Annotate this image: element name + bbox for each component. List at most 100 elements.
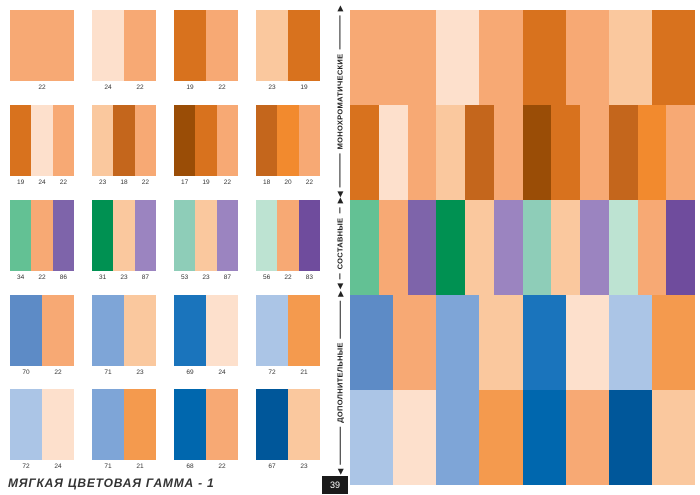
- color-panel: [350, 10, 695, 485]
- swatch-band: [124, 295, 156, 366]
- color-swatch: 71 23: [92, 295, 156, 376]
- color-swatch: 34 22 86: [10, 200, 74, 281]
- swatch-codes: 53 23 87: [174, 274, 238, 282]
- swatch-code: 86: [59, 274, 67, 281]
- panel-band: [637, 200, 667, 295]
- color-swatch: 19 22: [174, 10, 238, 91]
- swatch-code: 53: [181, 274, 189, 281]
- swatch-code: 34: [17, 274, 25, 281]
- swatch-code: 23: [120, 274, 128, 281]
- color-swatch: 69 24: [174, 295, 238, 376]
- section-label: СОСТАВНЫЕ: [335, 217, 345, 269]
- panel-band: [407, 105, 437, 200]
- swatch-band: [256, 10, 288, 81]
- swatch-band: [277, 200, 299, 271]
- color-swatch: 19 24 22: [10, 105, 74, 186]
- panel-band: [551, 200, 580, 295]
- swatch-code: 87: [223, 274, 231, 281]
- swatch-code: 23: [202, 274, 210, 281]
- swatch-band: [92, 105, 114, 176]
- panel-band: [651, 10, 695, 105]
- panel-band: [479, 390, 523, 485]
- swatch-codes: 23 19: [256, 84, 320, 92]
- swatch-code: 23: [99, 179, 107, 186]
- panel-band: [350, 200, 379, 295]
- swatch-codes: 69 24: [174, 369, 238, 377]
- panel-band: [551, 105, 580, 200]
- swatch-band: [256, 105, 278, 176]
- swatch-band: [10, 389, 42, 460]
- swatch-band: [92, 389, 124, 460]
- color-swatch: 23 19: [256, 10, 320, 91]
- swatch-band: [42, 295, 74, 366]
- swatch-band: [52, 105, 74, 176]
- panel-band: [565, 390, 609, 485]
- swatch-code: 72: [268, 369, 276, 376]
- swatch-codes: 18 20 22: [256, 179, 320, 187]
- swatch-code: 83: [305, 274, 313, 281]
- swatch-code: 24: [54, 463, 62, 470]
- swatch-band: [92, 295, 124, 366]
- swatch-code: 17: [181, 179, 189, 186]
- color-swatch: 22: [10, 10, 74, 91]
- swatch-band: [174, 295, 206, 366]
- swatch-band: [256, 389, 288, 460]
- swatch-code: 87: [141, 274, 149, 281]
- swatch-codes: 67 23: [256, 463, 320, 471]
- panel-band: [608, 295, 652, 390]
- swatch-code: 69: [186, 369, 194, 376]
- swatch-band: [134, 105, 156, 176]
- color-swatch: 56 22 83: [256, 200, 320, 281]
- swatch-band: [256, 200, 278, 271]
- swatch-code: 56: [263, 274, 271, 281]
- panel-band: [522, 390, 566, 485]
- swatch-band: [256, 295, 288, 366]
- panel-band: [666, 200, 695, 295]
- panel-band: [436, 295, 480, 390]
- swatch-code: 71: [104, 369, 112, 376]
- swatch-codes: 71 21: [92, 463, 156, 471]
- swatch-code: 70: [22, 369, 30, 376]
- panel-band: [493, 200, 523, 295]
- section-label: ДОПОЛНИТЕЛЬНЫЕ: [335, 341, 345, 423]
- swatch-band: [10, 200, 32, 271]
- color-swatch: 24 22: [92, 10, 156, 91]
- swatch-codes: 17 19 22: [174, 179, 238, 187]
- swatch-code: 19: [202, 179, 210, 186]
- color-swatch: 53 23 87: [174, 200, 238, 281]
- swatch-band: [298, 105, 320, 176]
- swatch-code: 24: [104, 84, 112, 91]
- panel-band: [608, 200, 638, 295]
- swatch-band: [206, 295, 238, 366]
- swatch-code: 24: [218, 369, 226, 376]
- swatch-band: [10, 105, 32, 176]
- panel-band: [493, 105, 523, 200]
- swatch-codes: 72 24: [10, 463, 74, 471]
- swatch-code: 18: [120, 179, 128, 186]
- panel-band: [436, 10, 480, 105]
- panel-band: [608, 10, 652, 105]
- panel-band: [479, 295, 523, 390]
- color-swatch: 17 19 22: [174, 105, 238, 186]
- swatch-code: 22: [38, 84, 46, 91]
- panel-row: [350, 390, 695, 485]
- swatch-band: [174, 200, 196, 271]
- swatch-band: [216, 200, 238, 271]
- color-swatch: 72 21: [256, 295, 320, 376]
- swatch-code: 72: [22, 463, 30, 470]
- panel-band: [637, 105, 667, 200]
- swatch-code: 22: [59, 179, 67, 186]
- panel-band: [378, 105, 408, 200]
- swatch-codes: 71 23: [92, 369, 156, 377]
- panel-band: [393, 295, 437, 390]
- panel-band: [522, 295, 566, 390]
- swatch-codes: 22: [10, 84, 74, 92]
- panel-band: [608, 390, 652, 485]
- swatch-code: 22: [38, 274, 46, 281]
- panel-band: [651, 390, 695, 485]
- swatch-codes: 34 22 86: [10, 274, 74, 282]
- color-swatch: 70 22: [10, 295, 74, 376]
- color-swatch: 67 23: [256, 389, 320, 470]
- swatch-codes: 19 22: [174, 84, 238, 92]
- color-swatch: 68 22: [174, 389, 238, 470]
